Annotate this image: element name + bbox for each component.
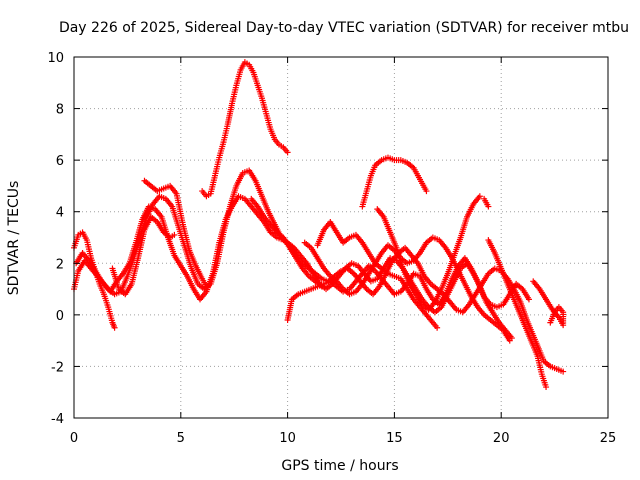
- data-point: [434, 324, 441, 331]
- y-tick-label: 0: [56, 309, 64, 324]
- series-sat-h: [284, 255, 532, 324]
- data-point: [423, 188, 430, 195]
- series-sat-j: [301, 234, 513, 344]
- x-tick-label: 0: [70, 431, 78, 446]
- data-point: [525, 296, 532, 303]
- data-point: [506, 337, 513, 344]
- data-point: [560, 368, 567, 375]
- y-tick-label: 8: [56, 103, 64, 118]
- series-sat-d: [109, 213, 178, 298]
- data-point: [543, 384, 550, 391]
- data-point: [111, 324, 118, 331]
- x-tick-label: 20: [493, 431, 510, 446]
- y-tick-label: 4: [56, 206, 64, 221]
- series-sat-o: [530, 278, 567, 329]
- chart-title: Day 226 of 2025, Sidereal Day-to-day VTE…: [59, 20, 629, 36]
- series-sat-e: [141, 177, 210, 290]
- x-tick-label: 15: [386, 431, 403, 446]
- y-tick-label: 6: [56, 154, 64, 169]
- data-point: [476, 193, 483, 200]
- data-series: [71, 59, 567, 391]
- x-tick-label: 10: [279, 431, 296, 446]
- data-point: [171, 231, 178, 238]
- y-tick-label: -4: [51, 412, 64, 427]
- x-axis-title: GPS time / hours: [281, 458, 398, 474]
- series-sat-m: [481, 195, 492, 210]
- series-sat-l: [374, 193, 483, 313]
- x-tick-label: 5: [177, 431, 185, 446]
- data-point: [203, 283, 210, 290]
- data-point: [284, 149, 291, 156]
- y-tick-label: 2: [56, 257, 64, 272]
- axis-ticks: 0 5 10 15 20 25 -4 -2 0 2 4 6 8 10: [47, 51, 616, 446]
- data-point: [547, 319, 554, 326]
- data-point: [485, 203, 492, 210]
- series-sat-n: [485, 237, 550, 391]
- y-tick-label: -2: [51, 360, 64, 375]
- y-axis-title: SDTVAR / TECUs: [6, 181, 22, 296]
- series-sat-f: [199, 59, 291, 200]
- series-sat-k: [359, 154, 430, 210]
- x-tick-label: 25: [600, 431, 617, 446]
- y-tick-label: 10: [47, 51, 64, 66]
- plot-frame: [73, 56, 609, 419]
